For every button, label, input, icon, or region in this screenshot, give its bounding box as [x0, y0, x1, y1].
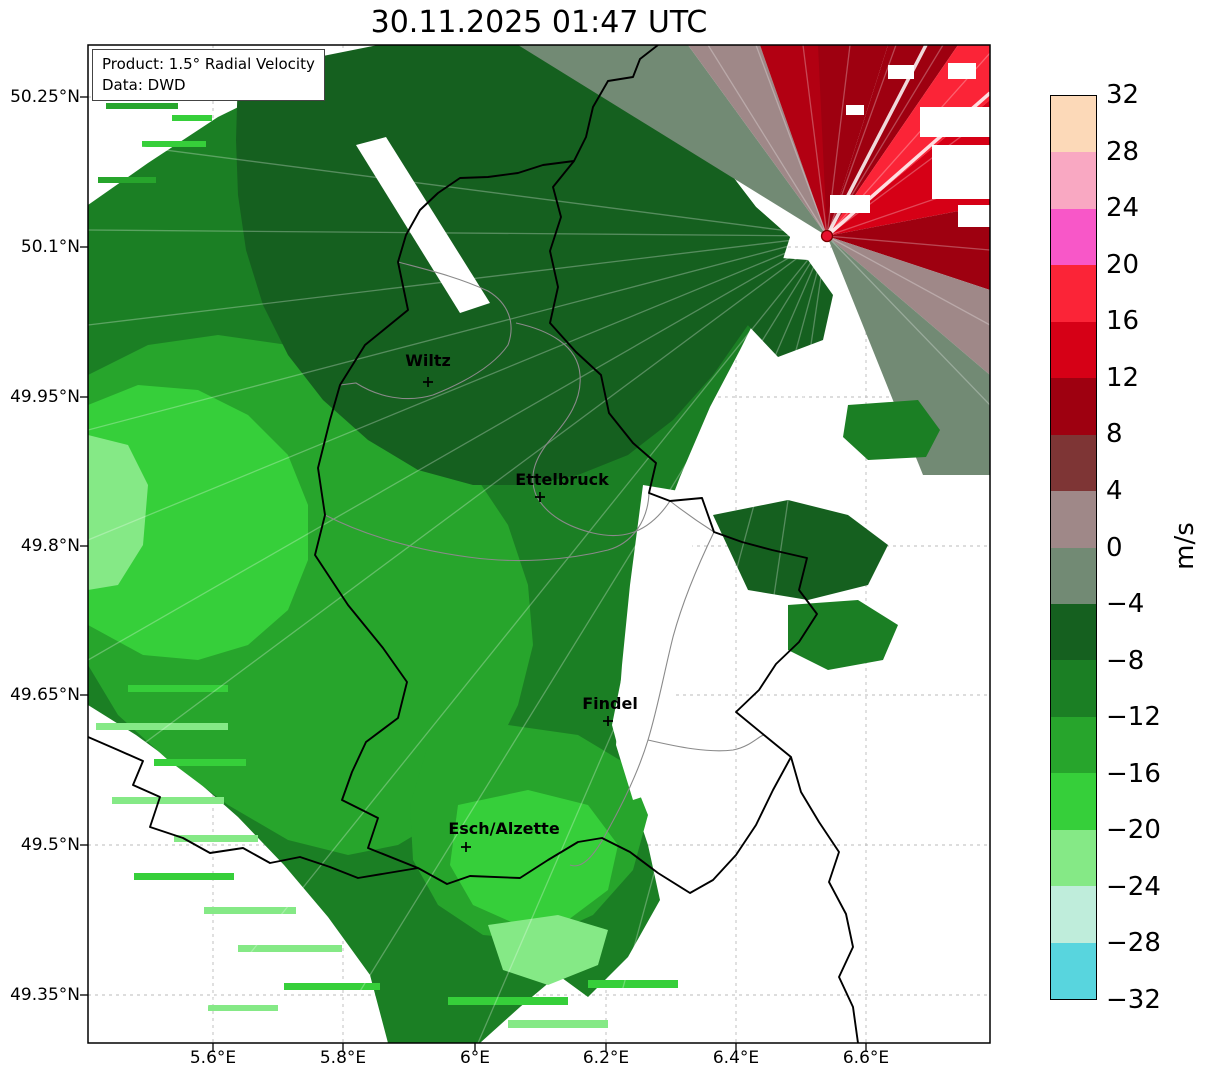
colorbar-bands — [1051, 96, 1096, 999]
colorbar-band — [1051, 434, 1096, 492]
colorbar-band — [1051, 265, 1096, 322]
colorbar-band — [1051, 603, 1096, 661]
colorbar-band — [1051, 491, 1096, 548]
lat-tick-label: 49.35°N — [10, 985, 80, 1005]
page-title: 30.11.2025 01:47 UTC — [370, 5, 708, 40]
colorbar-band — [1051, 208, 1096, 266]
colorbar — [1050, 95, 1097, 1000]
colorbar-band — [1051, 321, 1096, 379]
lat-tick-label: 49.8°N — [20, 536, 80, 556]
data-source-label: Data: DWD — [102, 76, 186, 94]
lat-tick-label: 50.25°N — [10, 87, 80, 107]
country-borders — [88, 45, 859, 1043]
colorbar-unit-label: m/s — [1170, 522, 1200, 570]
colorbar-band — [1051, 152, 1096, 209]
colorbar-band — [1051, 547, 1096, 604]
lon-tick-label: 5.6°E — [189, 1048, 237, 1068]
radar-ray-texture — [88, 45, 990, 1043]
plot-frame — [87, 44, 991, 1044]
colorbar-band — [1051, 96, 1096, 153]
lon-tick-label: 6.4°E — [712, 1048, 760, 1068]
district-borders — [324, 261, 765, 867]
colorbar-band — [1051, 942, 1096, 999]
lat-tick-label: 49.65°N — [10, 685, 80, 705]
lat-axis: 50.25°N 50.1°N 49.95°N 49.8°N 49.65°N 49.5°N 4… — [0, 0, 82, 1081]
colorbar-band — [1051, 773, 1096, 830]
lon-tick-label: 6°E — [459, 1048, 491, 1068]
radar-ray-gaps — [825, 45, 990, 238]
colorbar-band — [1051, 829, 1096, 887]
axis-ticks — [80, 96, 867, 1051]
lat-tick-label: 49.95°N — [10, 387, 80, 407]
radar-site-marker — [820, 229, 834, 243]
colorbar-band — [1051, 716, 1096, 774]
lon-tick-label: 6.6°E — [842, 1048, 890, 1068]
velocity-field — [88, 45, 990, 1043]
colorbar-band — [1051, 886, 1096, 943]
lat-tick-label: 50.1°N — [20, 237, 80, 257]
colorbar-band — [1051, 660, 1096, 717]
green-streaks — [96, 65, 678, 1028]
lat-tick-label: 49.5°N — [20, 835, 80, 855]
lon-axis: 5.6°E 5.8°E 6°E 6.2°E 6.4°E 6.6°E — [0, 1048, 1040, 1074]
city-markers — [423, 377, 613, 852]
product-label: Product: 1.5° Radial Velocity — [102, 55, 315, 73]
colorbar-band — [1051, 378, 1096, 435]
lon-tick-label: 6.2°E — [582, 1048, 630, 1068]
lon-tick-label: 5.8°E — [319, 1048, 367, 1068]
product-info-box: Product: 1.5° Radial Velocity Data: DWD — [92, 49, 325, 101]
